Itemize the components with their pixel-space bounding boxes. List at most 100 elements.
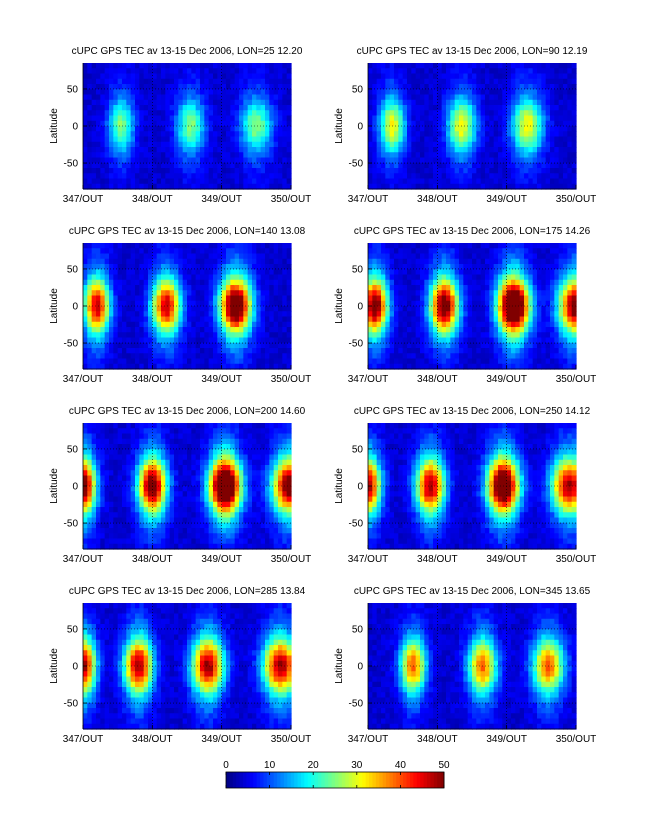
heatmap-cell [511,89,516,95]
heatmap-cell [377,259,382,265]
heatmap-cell [105,254,110,260]
heatmap-cell [83,137,88,143]
heatmap-cell [511,105,516,111]
heatmap-cell [546,311,551,317]
heatmap-cell [468,152,473,158]
heatmap-cell [109,470,114,476]
heatmap-cell [96,439,101,445]
heatmap-cell [139,95,144,101]
heatmap-cell [239,79,244,85]
heatmap-cell [520,126,525,132]
heatmap-cell [118,502,123,508]
heatmap-cell [226,317,231,323]
heatmap-cell [494,311,499,317]
heatmap-cell [243,248,248,254]
heatmap-cell [174,100,179,106]
heatmap-cell [274,121,279,127]
heatmap-cell [248,105,253,111]
heatmap-cell [567,68,572,74]
heatmap-cell [83,142,88,148]
heatmap-cell [261,158,266,164]
heatmap-cell [450,131,455,137]
heatmap-cell [183,116,188,122]
heatmap-cell [113,359,118,365]
heatmap-cell [196,259,201,265]
heatmap-cell [126,332,131,338]
heatmap-cell [105,359,110,365]
heatmap-cell [87,173,92,179]
heatmap-cell [126,142,131,148]
heatmap-cell [248,359,253,365]
heatmap-cell [109,353,114,359]
heatmap-cell [135,296,140,302]
heatmap-cell [191,173,196,179]
heatmap-cell [567,338,572,344]
heatmap-cell [170,116,175,122]
heatmap-cell [287,163,292,169]
heatmap-cell [100,327,105,333]
heatmap-cell [92,243,97,249]
heatmap-cell [563,152,568,158]
heatmap-cell [204,100,209,106]
heatmap-cell [429,89,434,95]
heatmap-cell [424,348,429,354]
heatmap-cell [524,105,529,111]
heatmap-cell [230,84,235,90]
heatmap-cell [118,131,123,137]
heatmap-cell [265,89,270,95]
heatmap-cell [87,179,92,185]
heatmap-cell [507,269,512,275]
heatmap-cell [196,338,201,344]
heatmap-cell [243,137,248,143]
heatmap-cell [256,348,261,354]
heatmap-cell [520,105,525,111]
heatmap-cell [178,110,183,116]
heatmap-cell [174,306,179,312]
heatmap-cell [411,163,416,169]
heatmap-cell [481,264,486,270]
heatmap-cell [559,317,564,323]
heatmap-cell [118,79,123,85]
heatmap-cell [161,353,166,359]
heatmap-cell [113,168,118,174]
heatmap-cell [416,290,421,296]
heatmap-cell [135,306,140,312]
heatmap-cell [269,63,274,69]
heatmap-cell [239,137,244,143]
heatmap-cell [403,152,408,158]
heatmap-cell [287,243,292,249]
heatmap-cell [161,290,166,296]
heatmap-cell [282,158,287,164]
heatmap-cell [165,275,170,281]
heatmap-cell [446,158,451,164]
heatmap-cell [135,158,140,164]
heatmap-cell [520,332,525,338]
heatmap-cell [377,147,382,153]
heatmap-cell [537,158,542,164]
heatmap-cell [424,63,429,69]
heatmap-cell [459,147,464,153]
heatmap-cell [183,348,188,354]
heatmap-cell [256,110,261,116]
heatmap-cell [533,158,538,164]
heatmap-cell [157,110,162,116]
heatmap-cell [239,285,244,291]
heatmap-cell [204,137,209,143]
heatmap-cell [368,317,373,323]
heatmap-cell [424,137,429,143]
heatmap-cell [533,322,538,328]
heatmap-cell [243,158,248,164]
heatmap-cell [87,63,92,69]
heatmap-cell [152,116,157,122]
heatmap-cell [187,142,192,148]
heatmap-cell [139,311,144,317]
heatmap-cell [546,95,551,101]
heatmap-cell [165,131,170,137]
heatmap-cell [109,317,114,323]
heatmap-cell [100,348,105,354]
heatmap-cell [96,460,101,466]
heatmap-cell [411,63,416,69]
heatmap-cell [372,147,377,153]
heatmap-cell [424,152,429,158]
heatmap-cell [118,68,123,74]
